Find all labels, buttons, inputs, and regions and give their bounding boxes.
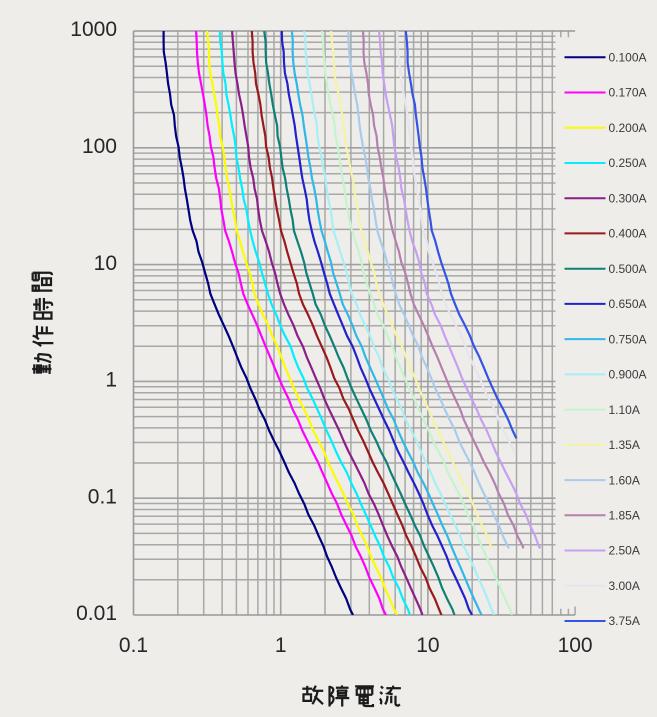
svg-text:2.50A: 2.50A <box>609 544 640 558</box>
svg-text:3.00A: 3.00A <box>609 579 640 593</box>
svg-text:10: 10 <box>94 252 117 275</box>
svg-text:0.1: 0.1 <box>119 634 148 657</box>
svg-text:100: 100 <box>558 634 593 657</box>
svg-text:0.500A: 0.500A <box>609 262 647 276</box>
svg-text:0.170A: 0.170A <box>609 86 647 100</box>
svg-text:1000: 1000 <box>70 18 117 41</box>
svg-text:10: 10 <box>416 634 439 657</box>
svg-text:0.1: 0.1 <box>88 485 117 508</box>
svg-text:3.75A: 3.75A <box>609 614 640 628</box>
svg-text:0.300A: 0.300A <box>609 191 647 205</box>
svg-text:0.100A: 0.100A <box>609 51 647 65</box>
svg-text:0.750A: 0.750A <box>609 332 647 346</box>
svg-text:0.200A: 0.200A <box>609 121 647 135</box>
svg-text:1: 1 <box>105 369 117 392</box>
svg-text:0.900A: 0.900A <box>609 368 647 382</box>
svg-text:0.250A: 0.250A <box>609 156 647 170</box>
svg-text:1.60A: 1.60A <box>609 473 640 487</box>
svg-text:0.650A: 0.650A <box>609 297 647 311</box>
svg-text:1.85A: 1.85A <box>609 509 640 523</box>
svg-text:100: 100 <box>82 135 117 158</box>
svg-text:1.35A: 1.35A <box>609 438 640 452</box>
svg-text:0.400A: 0.400A <box>609 227 647 241</box>
svg-text:1: 1 <box>275 634 287 657</box>
svg-text:1.10A: 1.10A <box>609 403 640 417</box>
svg-text:0.01: 0.01 <box>76 602 117 625</box>
